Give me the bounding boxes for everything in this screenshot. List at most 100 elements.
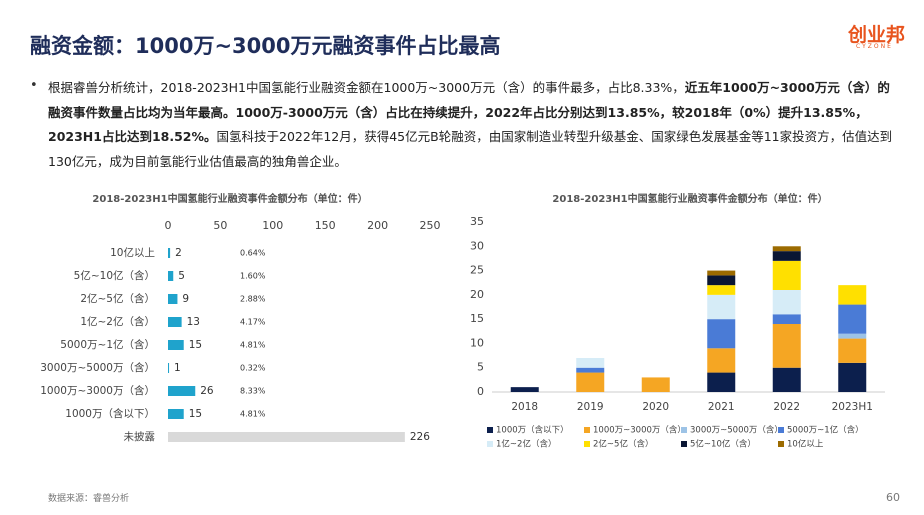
bar-segment	[838, 304, 867, 334]
bar-segment	[772, 260, 801, 290]
value-label: 2	[175, 247, 182, 259]
bar-segment	[772, 367, 801, 392]
value-label: 226	[410, 431, 430, 443]
page-number: 60	[886, 491, 900, 504]
bar	[168, 363, 170, 373]
paragraph: 根据睿兽分析统计，2018-2023H1中国氢能行业融资金额在1000万~300…	[48, 76, 898, 174]
bar-segment	[772, 290, 801, 315]
share-label: 4.17%	[240, 318, 266, 327]
bar	[168, 340, 184, 350]
logo-sub: CYZONE	[856, 43, 893, 50]
bar-segment	[641, 377, 670, 392]
source: 数据来源：睿兽分析	[48, 494, 130, 504]
y-tick-label: 25	[470, 264, 484, 277]
y-tick-label: 10	[470, 336, 484, 349]
value-label: 15	[189, 408, 202, 420]
value-label: 26	[200, 385, 214, 397]
value-label: 1	[174, 362, 181, 374]
share-label: 4.81%	[240, 410, 266, 419]
bar-segment	[707, 285, 736, 295]
paragraph-segment: 国氢科技于2022年12月，获得45亿元B轮融资，由国家制造业转型升级基金、国家…	[48, 129, 893, 169]
share-label: 4.81%	[240, 341, 266, 350]
legend-label: 5000万~1亿（含）	[787, 425, 864, 436]
x-tick-label: 2021	[708, 401, 735, 413]
share-label: 0.32%	[240, 364, 266, 373]
x-tick-label: 2023H1	[832, 401, 873, 413]
y-tick-label: 5亿~10亿（含）	[74, 269, 155, 282]
x-tick-label: 0	[165, 219, 172, 232]
x-tick-label: 2019	[577, 401, 604, 413]
bar-segment	[707, 275, 736, 286]
value-label: 13	[187, 316, 200, 328]
bar	[168, 409, 184, 419]
x-tick-label: 2018	[511, 401, 538, 413]
x-tick-label: 50	[213, 219, 227, 232]
bar-segment	[707, 319, 736, 349]
bar-segment	[707, 372, 736, 392]
bar-segment	[772, 314, 801, 324]
bar-segment	[772, 324, 801, 368]
x-tick-label: 150	[315, 219, 336, 232]
y-tick-label: 2亿~5亿（含）	[80, 292, 155, 305]
bar-segment	[576, 372, 605, 392]
value-label: 15	[189, 339, 202, 351]
y-tick-label: 5	[477, 361, 484, 374]
legend-label: 5亿~10亿（含）	[690, 439, 756, 450]
legend-swatch	[681, 441, 687, 447]
legend-swatch	[584, 441, 590, 447]
y-tick-label: 35	[470, 215, 484, 228]
share-label: 8.33%	[240, 387, 266, 396]
x-tick-label: 2020	[642, 401, 669, 413]
y-tick-label: 未披露	[124, 430, 156, 443]
bar-segment	[772, 251, 801, 261]
bar-segment	[707, 294, 736, 320]
y-tick-label: 1000万（含以下）	[65, 407, 155, 420]
paragraph-segment: 根据睿兽分析统计，2018-2023H1中国氢能行业融资金额在1000万~300…	[48, 80, 685, 95]
legend-label: 1000万（含以下）	[496, 425, 569, 436]
bar-segment	[838, 338, 867, 363]
bar	[168, 248, 171, 258]
legend-swatch	[681, 427, 687, 433]
logo: 创业邦	[848, 24, 906, 46]
bar	[168, 317, 182, 327]
legend-swatch	[778, 441, 784, 447]
y-tick-label: 15	[470, 312, 484, 325]
y-tick-label: 3000万~5000万（含）	[40, 361, 155, 374]
slide-title: 融资金额：1000万~3000万元融资事件占比最高	[30, 34, 501, 58]
bar	[168, 294, 178, 304]
legend-swatch	[487, 427, 493, 433]
bar-segment	[576, 358, 605, 368]
legend-label: 2亿~5亿（含）	[593, 439, 653, 450]
legend-swatch	[487, 441, 493, 447]
share-label: 0.64%	[240, 249, 266, 258]
bar-segment	[707, 348, 736, 373]
y-tick-label: 5000万~1亿（含）	[60, 338, 155, 351]
value-label: 9	[182, 293, 189, 305]
legend-label: 1000万~3000万（含）	[593, 425, 686, 436]
y-tick-label: 10亿以上	[110, 246, 155, 259]
bar-segment	[838, 285, 867, 305]
value-label: 5	[178, 270, 185, 282]
legend-label: 1亿~2亿（含）	[496, 439, 556, 450]
bar	[168, 386, 196, 396]
bar	[168, 432, 405, 442]
y-tick-label: 1000万~3000万（含）	[40, 384, 155, 397]
legend-swatch	[584, 427, 590, 433]
legend-label: 10亿以上	[787, 439, 824, 450]
legend-swatch	[778, 427, 784, 433]
paragraph-segment: 近五年1000万~3000万元（含）的融资事件数量占比均为当年最高。1000万-…	[48, 80, 890, 144]
chart-title: 2018-2023H1中国氢能行业融资事件金额分布（单位：件）	[92, 192, 367, 205]
bar-segment	[838, 362, 867, 392]
x-tick-label: 2022	[773, 401, 800, 413]
y-tick-label: 20	[470, 288, 484, 301]
share-label: 2.88%	[240, 295, 266, 304]
legend-label: 3000万~5000万（含）	[690, 425, 783, 436]
bar-segment	[772, 246, 801, 252]
y-tick-label: 1亿~2亿（含）	[80, 315, 155, 328]
y-tick-label: 30	[470, 239, 484, 252]
bar-segment	[576, 367, 605, 373]
share-label: 1.60%	[240, 272, 266, 281]
bar-segment	[707, 270, 736, 276]
